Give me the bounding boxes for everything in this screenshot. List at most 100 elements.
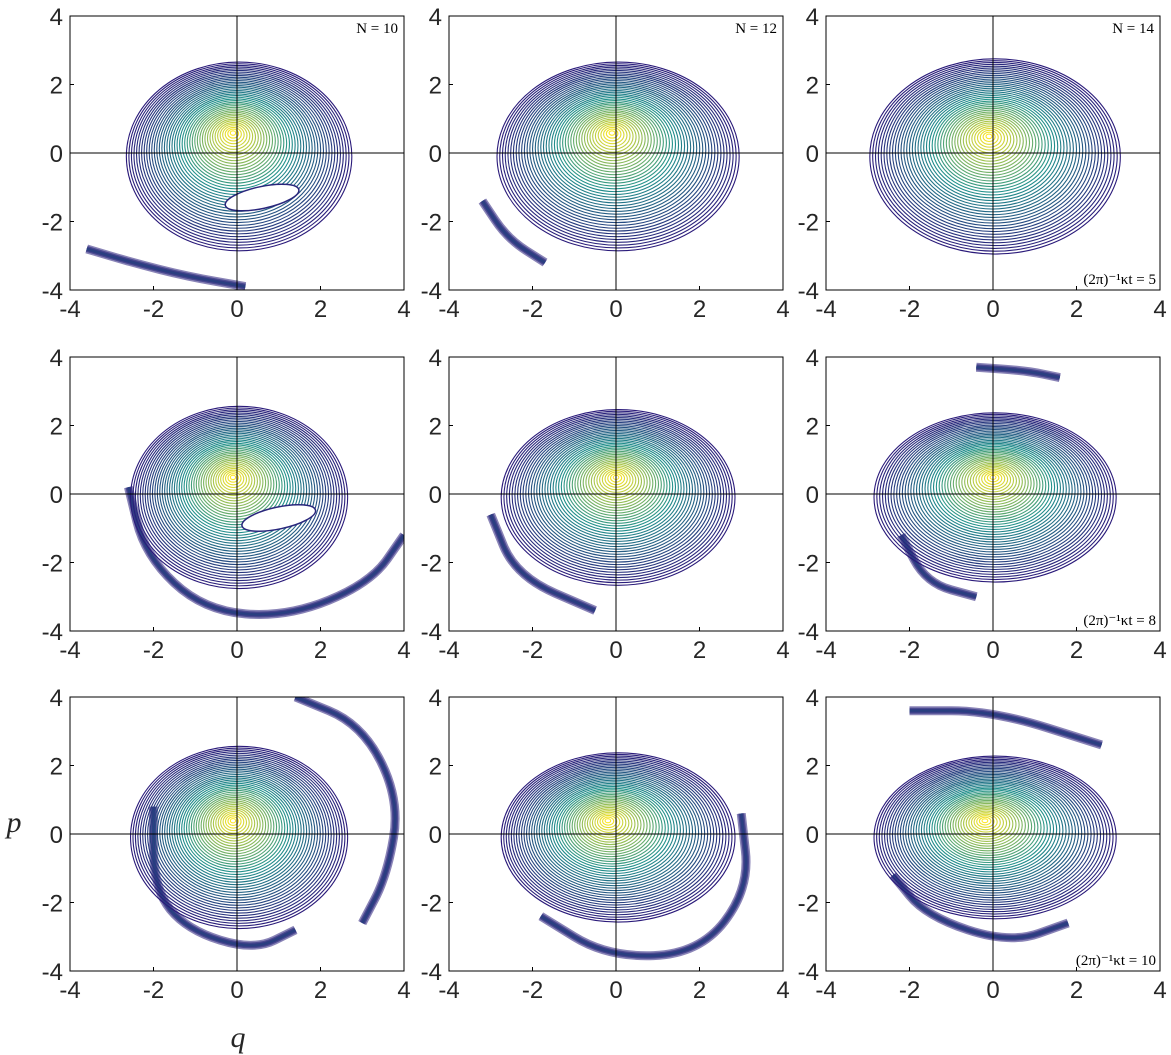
y-tick-label: -4 [42,278,63,305]
subplot-r1c1: -4 -2 0 2 4 -4 -2 0 2 4 N = 10 [42,4,411,323]
contour-level [563,445,671,527]
subplot-r2c3: -4 -2 0 2 4 -4 -2 0 2 4 (2π)⁻¹κt = 8 [798,345,1167,664]
contour-level [146,74,330,229]
contour-level [130,64,347,246]
x-tick-label: -4 [59,977,80,1004]
tail-contour [540,813,747,957]
contour-level [188,788,283,868]
contour-level [948,109,1034,176]
contour-level [923,93,1062,202]
contour-level [220,467,248,491]
contour-level [602,816,615,826]
contour-level [960,805,1014,842]
contour-level [193,449,278,520]
contour-level [496,61,740,252]
y-tick-label: 0 [50,141,63,168]
n-annotation: N = 14 [1112,21,1154,37]
n-annotation: N = 10 [356,21,398,37]
x-tick-label: -2 [899,296,920,323]
contour-level [608,130,616,136]
y-tick-label: 4 [429,685,442,712]
y-tick-label: 2 [806,414,819,441]
y-tick-label: 0 [806,482,819,509]
contour-level [536,429,699,553]
contour-level [589,808,630,838]
subplot-r1c2: -4 -2 0 2 4 -4 -2 0 2 4 N = 12 [421,4,790,323]
y-tick-label: -2 [421,891,442,918]
contour-level [605,128,619,139]
x-tick-label: 2 [693,296,706,323]
contour-level [564,103,664,181]
contour-level [191,105,279,179]
contour-level [586,806,633,841]
contour-level [947,798,1030,854]
contour-level [937,102,1046,188]
y-tick-label: 2 [429,414,442,441]
contour-level [184,100,288,187]
contour-level [935,445,1053,528]
contour-level [193,791,278,863]
contour-level [979,129,999,145]
contour-level [181,782,291,875]
contour-level [923,784,1058,875]
contour-level [927,441,1061,536]
y-tick-label: -4 [798,959,819,986]
tail-contour [900,534,977,598]
contour-level [556,787,669,870]
contour-level [217,466,250,494]
contour-level [965,120,1015,159]
subplot-r3c1: -4 -2 0 2 4 -4 -2 0 2 4 [42,685,411,1004]
contour-level [952,454,1035,513]
contour-level [507,68,728,241]
contour-level [227,816,239,827]
x-tick-label: 2 [314,296,327,323]
contour-level [985,133,993,140]
contour-level [586,116,640,159]
contour-level [936,792,1042,864]
x-tick-label: 2 [314,977,327,1004]
y-tick-label: 0 [429,822,442,849]
contour-level [918,436,1070,543]
subplot-r1c3: -4 -2 0 2 4 -4 -2 0 2 4 N = 14 (2π)⁻¹κt = 5 [798,4,1167,323]
x-tick-label: 4 [776,977,789,1004]
contour-level [921,438,1067,541]
contour-level [872,60,1118,252]
contour-level [599,814,618,829]
y-tick-label: -2 [798,210,819,237]
y-tick-label: 4 [806,345,819,372]
contour-level [915,435,1073,546]
contour-level [578,111,649,167]
contour-level [591,810,627,836]
contour-level [503,753,733,921]
y-tick-label: 0 [50,822,63,849]
contour-level [212,805,256,842]
y-tick-label: 0 [429,482,442,509]
x-tick-label: 2 [1070,977,1083,1004]
contour-level [144,756,332,914]
contour-level [178,439,294,536]
contour-level [510,758,724,913]
contour-level [567,105,661,179]
contour-level [552,439,682,537]
contour-level [574,798,648,853]
x-tick-label: 0 [609,637,622,664]
y-tick-label: 0 [429,141,442,168]
contour-level [176,437,297,539]
x-tick-label: 4 [397,977,410,1004]
contour-level [553,786,672,872]
contour-level [544,434,691,545]
contour-level [561,790,663,865]
y-tick-label: 4 [50,4,63,31]
contour-level [873,412,1117,583]
y-tick-label: 2 [806,73,819,100]
contour-level [568,449,665,522]
tail-contour [490,514,596,612]
contour-level [503,410,733,584]
contour-level [957,115,1024,168]
contour-level [179,96,293,193]
contour-level [915,779,1067,882]
contour-level [204,113,265,164]
tail-contour [976,366,1060,379]
y-tick-label: 0 [806,141,819,168]
contour-level [928,787,1051,871]
